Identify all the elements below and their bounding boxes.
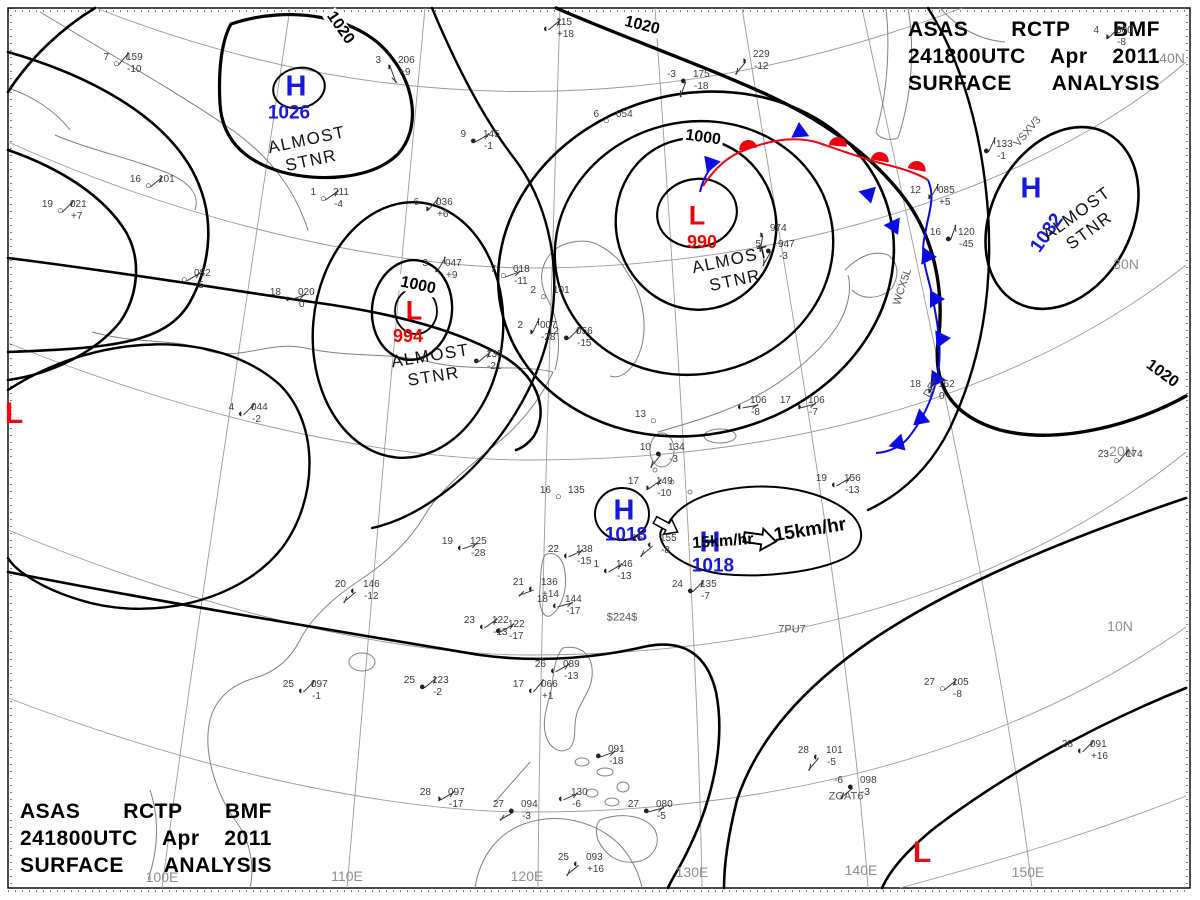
isobar bbox=[6, 570, 721, 890]
parallel-50n bbox=[95, 7, 963, 92]
meridian-120e bbox=[537, 7, 561, 889]
isobar-h1026-outer bbox=[217, 13, 415, 180]
river-west bbox=[7, 87, 197, 211]
parallel-20n bbox=[7, 451, 1187, 656]
coast-malay bbox=[147, 789, 157, 881]
cold-front-triangle-icon bbox=[888, 433, 906, 451]
isobar-ring-l990-4 bbox=[496, 90, 896, 438]
cold-front-triangle-icon bbox=[791, 122, 810, 138]
coast-palawan bbox=[494, 761, 531, 803]
frame-ticks bbox=[8, 8, 1190, 892]
coast-kurile bbox=[939, 7, 1006, 43]
coast-yellow-sea-korea bbox=[541, 240, 645, 378]
isobar bbox=[6, 148, 138, 382]
meridian-100e bbox=[161, 7, 291, 889]
coast-visayas-1 bbox=[574, 757, 590, 767]
fronts bbox=[699, 122, 951, 454]
warm-front-semicircle-icon bbox=[907, 160, 926, 172]
cold-front-triangle-icon bbox=[913, 408, 931, 426]
coast-visayas-5 bbox=[604, 797, 620, 807]
coast-visayas-3 bbox=[616, 781, 630, 793]
isobar bbox=[722, 496, 1188, 890]
isobar bbox=[6, 50, 210, 354]
coast-sakhalin bbox=[875, 7, 913, 140]
meridian-130e bbox=[654, 7, 703, 889]
coast-ryukyu-3 bbox=[687, 489, 693, 495]
coast-visayas-2 bbox=[596, 767, 614, 777]
parallel-10n bbox=[7, 626, 1187, 813]
isobar bbox=[370, 258, 454, 362]
isobars bbox=[6, 6, 1188, 890]
coast-honshu bbox=[657, 252, 898, 433]
river-north bbox=[39, 11, 309, 231]
coast-kyushu bbox=[649, 432, 675, 468]
map-frame bbox=[7, 7, 1191, 889]
meridian-140e bbox=[741, 7, 869, 889]
graticule bbox=[7, 7, 1187, 889]
stationary-front-line bbox=[702, 138, 929, 187]
isobar-ring-l990-1 bbox=[656, 177, 738, 249]
coast-borneo bbox=[474, 818, 643, 889]
cold-front-triangle-icon bbox=[935, 330, 951, 349]
cold-front-triangle-icon bbox=[858, 186, 876, 204]
coast-china-vietnam bbox=[207, 371, 554, 889]
coast-hainan bbox=[348, 652, 376, 672]
isobar-ring-l990-2 bbox=[614, 137, 778, 311]
isobar bbox=[6, 6, 97, 94]
movement-arrows bbox=[652, 515, 778, 552]
isobar bbox=[866, 6, 991, 512]
movement-arrow-icon bbox=[742, 526, 778, 552]
isobar bbox=[311, 201, 505, 459]
coast-ryukyu-1 bbox=[652, 467, 658, 473]
meridian-110e bbox=[346, 7, 426, 889]
isobar-ring-l994 bbox=[394, 287, 438, 335]
meridian-150e bbox=[861, 7, 1033, 889]
isobar-ring-h1018a bbox=[594, 487, 650, 541]
cold-front-triangle-icon bbox=[883, 217, 900, 235]
cold-front-triangle-icon bbox=[930, 290, 945, 308]
isobar bbox=[370, 6, 556, 530]
cold-front-triangle-icon bbox=[921, 246, 937, 265]
warm-front-semicircle-icon bbox=[828, 137, 847, 147]
river-yangtze bbox=[91, 331, 554, 373]
isobar-blob-sw bbox=[6, 343, 311, 610]
isobar bbox=[880, 686, 1188, 890]
parallel-30n bbox=[7, 264, 1187, 461]
warm-front-semicircle-icon bbox=[739, 140, 758, 151]
coast-ryukyu-2 bbox=[669, 479, 675, 485]
coast-visayas-4 bbox=[585, 788, 599, 798]
coast-luzon bbox=[543, 646, 593, 752]
isobar-ring-h1018b bbox=[659, 485, 862, 577]
parallel-40n bbox=[7, 61, 1187, 269]
cold-front-triangle-icon bbox=[704, 155, 721, 174]
isobar-ring-l990-3 bbox=[553, 119, 835, 377]
isobar-ring-h1026 bbox=[272, 66, 326, 110]
warm-front-semicircle-icon bbox=[870, 152, 889, 163]
isobar-ring-h1032 bbox=[984, 125, 1140, 311]
coast-mindanao bbox=[595, 815, 658, 863]
parallel-eq bbox=[899, 795, 1187, 889]
coast-taiwan bbox=[539, 553, 567, 617]
isobar bbox=[6, 256, 542, 452]
coastlines bbox=[7, 7, 1006, 889]
movement-arrow-icon bbox=[652, 515, 679, 536]
